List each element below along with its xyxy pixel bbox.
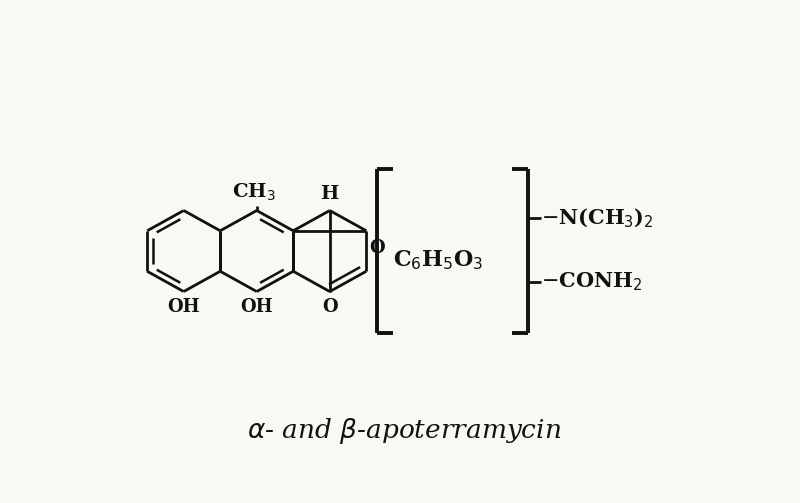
Text: H: H: [321, 186, 339, 203]
Text: OH: OH: [241, 297, 273, 315]
Text: CH$_3$: CH$_3$: [232, 182, 275, 203]
Text: $\alpha$- and $\beta$-apoterramycin: $\alpha$- and $\beta$-apoterramycin: [246, 416, 561, 446]
Text: O: O: [322, 297, 338, 315]
Text: $-$CONH$_2$: $-$CONH$_2$: [542, 271, 642, 293]
Text: $-$N(CH$_3$)$_2$: $-$N(CH$_3$)$_2$: [542, 207, 654, 230]
Text: C$_6$H$_5$O$_3$: C$_6$H$_5$O$_3$: [393, 248, 483, 272]
Text: O: O: [370, 239, 385, 257]
Text: OH: OH: [167, 297, 200, 315]
